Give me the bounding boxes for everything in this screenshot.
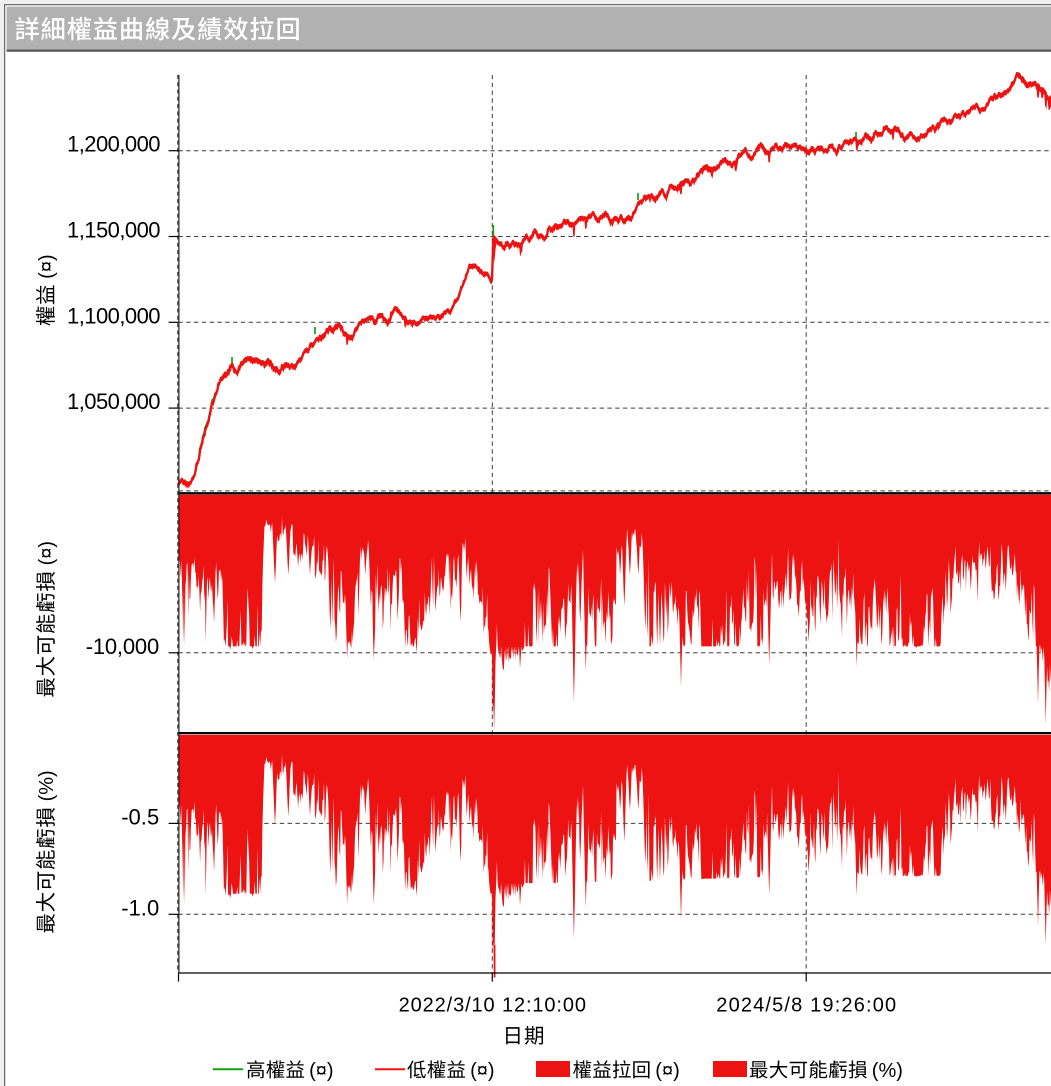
svg-text:(¤): (¤) — [655, 1060, 679, 1082]
svg-text:1,050,000: 1,050,000 — [67, 389, 161, 414]
svg-text:1,100,000: 1,100,000 — [67, 303, 161, 328]
svg-text:2022/3/10 12:10:00: 2022/3/10 12:10:00 — [399, 995, 586, 1017]
svg-text:(%): (%) — [872, 1060, 903, 1082]
svg-text:-1.0: -1.0 — [121, 895, 159, 920]
svg-text:(%): (%) — [36, 770, 58, 801]
svg-text:2024/5/8 19:26:00: 2024/5/8 19:26:00 — [716, 995, 896, 1017]
svg-text:-10,000: -10,000 — [86, 634, 160, 659]
svg-text:(¤): (¤) — [470, 1060, 494, 1082]
svg-text:-0.5: -0.5 — [121, 805, 159, 830]
svg-text:(¤): (¤) — [309, 1060, 333, 1082]
svg-text:1,150,000: 1,150,000 — [67, 218, 161, 243]
svg-text:1,200,000: 1,200,000 — [67, 132, 161, 157]
svg-text:(¤): (¤) — [36, 541, 58, 565]
svg-text:(¤): (¤) — [36, 254, 58, 278]
